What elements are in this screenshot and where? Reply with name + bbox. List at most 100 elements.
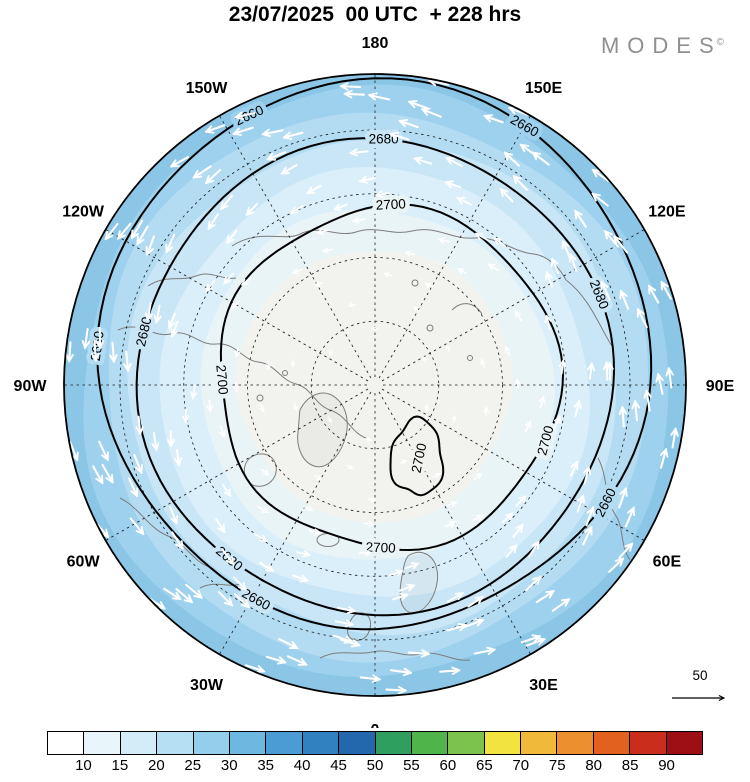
wind-arrow (171, 156, 190, 168)
wind-arrow (464, 620, 483, 628)
wind-arrow (171, 531, 182, 549)
wind-arrow (445, 346, 450, 353)
longitude-label: 60W (67, 554, 101, 571)
colorbar-tick-label: 80 (585, 757, 602, 774)
wind-arrow (254, 533, 266, 541)
longitude-label: 150E (525, 80, 563, 97)
wind-vectors (69, 81, 675, 691)
wind-arrow (137, 225, 149, 244)
wind-arrow (376, 193, 391, 195)
coastline-island (426, 324, 434, 332)
wind-arrow (370, 95, 391, 99)
wind-arrow (263, 130, 284, 134)
wind-arrow (673, 429, 676, 449)
contour-middle (135, 137, 616, 617)
wind-arrow (447, 502, 456, 505)
longitude-label: 90W (14, 378, 48, 395)
wind-arrow (618, 489, 626, 509)
wind-arrow (525, 639, 545, 647)
wind-arrow (118, 222, 132, 239)
wind-arrow (364, 439, 371, 440)
wind-arrow (648, 286, 660, 304)
wind-arrow (407, 653, 429, 654)
colorbar-tick-label: 50 (366, 757, 384, 774)
wind-arrow (69, 441, 77, 460)
contour-closed-low (389, 415, 445, 497)
wind-arrow (206, 279, 216, 291)
wind-arrow (517, 379, 518, 390)
wind-arrow (458, 268, 467, 273)
wind-arrow (432, 472, 440, 478)
wind-arrow (169, 312, 176, 328)
wind-arrow (467, 597, 482, 608)
longitude-label: 30W (190, 677, 224, 694)
colorbar-tick-label: 85 (621, 757, 639, 774)
wind-arrow (232, 576, 246, 590)
wind-arrow (458, 196, 472, 206)
wind-arrow (454, 416, 455, 424)
wind-arrow (85, 328, 88, 348)
copyright-mark: © (716, 36, 724, 48)
wind-arrow (351, 151, 369, 153)
wind-arrow (175, 588, 192, 602)
colorbar-cell (339, 732, 376, 754)
wind-scale: 50 (672, 668, 724, 698)
coastline-island (411, 279, 419, 287)
wind-arrow (520, 636, 540, 644)
wind-arrow (177, 449, 179, 465)
wind-arrow (232, 300, 241, 309)
coastline (199, 583, 241, 589)
contour-label: 2680 (369, 131, 399, 146)
chart-title: 23/07/2025 00 UTC + 228 hrs (228, 3, 522, 26)
wind-arrow (524, 422, 532, 433)
wind-arrow (399, 461, 407, 463)
wind-arrow (426, 405, 428, 412)
wind-arrow (221, 194, 233, 209)
wind-arrow (113, 341, 115, 362)
wind-arrow (163, 587, 180, 599)
wind-arrow (618, 544, 632, 559)
wind-arrow (194, 165, 212, 177)
wind-arrow (553, 417, 559, 430)
wind-arrow (552, 259, 559, 274)
graticule-meridian (381, 388, 645, 541)
wind-arrow (472, 514, 483, 522)
wind-arrow (106, 222, 119, 239)
wind-arrow (242, 276, 252, 285)
modes-logo: MODES© (601, 33, 724, 59)
wind-arrow (217, 590, 232, 606)
wind-arrow (167, 233, 176, 252)
wind-arrow (551, 599, 569, 612)
wind-arrow (209, 213, 219, 228)
wind-arrow (426, 283, 434, 289)
graticule-meridian (105, 388, 369, 541)
wind-arrow (622, 407, 623, 428)
wind-arrow (259, 561, 273, 571)
wind-arrow (570, 255, 578, 272)
coastline (565, 279, 613, 347)
wind-arrow (515, 311, 522, 322)
contour-inner (219, 203, 565, 552)
longitude-label: 150W (186, 80, 229, 97)
colorbar-cell (593, 732, 631, 754)
colorbar-cell (229, 732, 267, 754)
wind-arrow (635, 401, 637, 422)
wind-arrow (101, 463, 113, 482)
wind-arrow (521, 145, 539, 158)
coastline (117, 326, 367, 439)
colorbar-cell (157, 732, 194, 754)
shade-band (235, 251, 513, 523)
wind-arrow (446, 592, 463, 603)
wind-arrow (268, 151, 287, 159)
coastline (119, 497, 213, 569)
wind-arrow (330, 349, 332, 355)
wind-arrow (388, 571, 402, 575)
wind-arrow (576, 496, 584, 513)
wind-arrow (585, 467, 589, 485)
wind-arrow (422, 109, 442, 118)
colorbar (47, 731, 703, 755)
wind-arrow (222, 483, 230, 496)
wind-arrow (224, 272, 235, 284)
wind-arrow (429, 81, 450, 85)
